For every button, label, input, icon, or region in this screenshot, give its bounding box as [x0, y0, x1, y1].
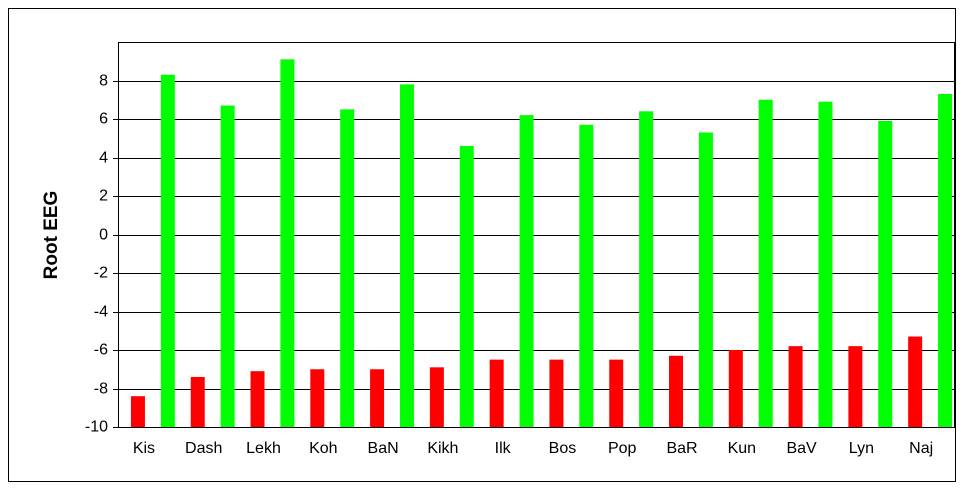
y-tick-label: -8: [94, 381, 108, 398]
x-tick-label: Lekh: [246, 440, 281, 457]
bar: [938, 93, 953, 427]
bar: [220, 105, 235, 428]
y-tick-label: -6: [94, 342, 108, 359]
bar: [698, 132, 713, 427]
bar: [818, 101, 833, 428]
bar: [250, 371, 265, 427]
x-tick-label: Ilk: [495, 440, 512, 457]
y-tick-label: 6: [99, 111, 108, 128]
x-tick-label: Koh: [309, 440, 337, 457]
bar: [429, 367, 444, 427]
bar: [459, 145, 474, 427]
x-tick-label: Lyn: [849, 440, 874, 457]
bar: [489, 359, 504, 427]
bar: [728, 350, 743, 427]
x-tick-label: Naj: [909, 440, 933, 457]
x-tick-label: Kun: [728, 440, 756, 457]
y-tick-label: 0: [99, 227, 108, 244]
chart-frame: [8, 8, 956, 482]
bar: [549, 359, 564, 427]
y-tick-label: -2: [94, 265, 108, 282]
bar: [399, 84, 414, 427]
bar: [669, 355, 684, 427]
x-tick-label: BaV: [786, 440, 817, 457]
y-tick-label: 8: [99, 73, 108, 90]
bar: [848, 346, 863, 427]
bar: [609, 359, 624, 427]
bar: [788, 346, 803, 427]
x-tick-label: BaR: [666, 440, 697, 457]
x-tick-label: Pop: [608, 440, 637, 457]
bar: [758, 99, 773, 427]
bar: [130, 396, 145, 427]
bar: [190, 376, 205, 427]
y-tick-label: -10: [85, 419, 108, 436]
bar: [639, 111, 654, 428]
bar: [579, 124, 594, 428]
y-tick-label: -4: [94, 304, 108, 321]
y-axis-label: Root EEG: [41, 191, 62, 280]
x-tick-label: Bos: [549, 440, 577, 457]
bar: [340, 109, 355, 427]
bar: [310, 369, 325, 427]
bar: [370, 369, 385, 427]
bar: [280, 59, 295, 427]
bar: [908, 336, 923, 427]
bar: [519, 115, 534, 428]
bar: [160, 74, 175, 427]
x-tick-label: BaN: [368, 440, 399, 457]
bar: [878, 120, 893, 428]
y-tick-label: 2: [99, 188, 108, 205]
x-tick-label: Kis: [133, 440, 155, 457]
x-tick-label: Dash: [185, 440, 222, 457]
y-tick-label: 4: [99, 150, 108, 167]
x-tick-label: Kikh: [427, 440, 458, 457]
